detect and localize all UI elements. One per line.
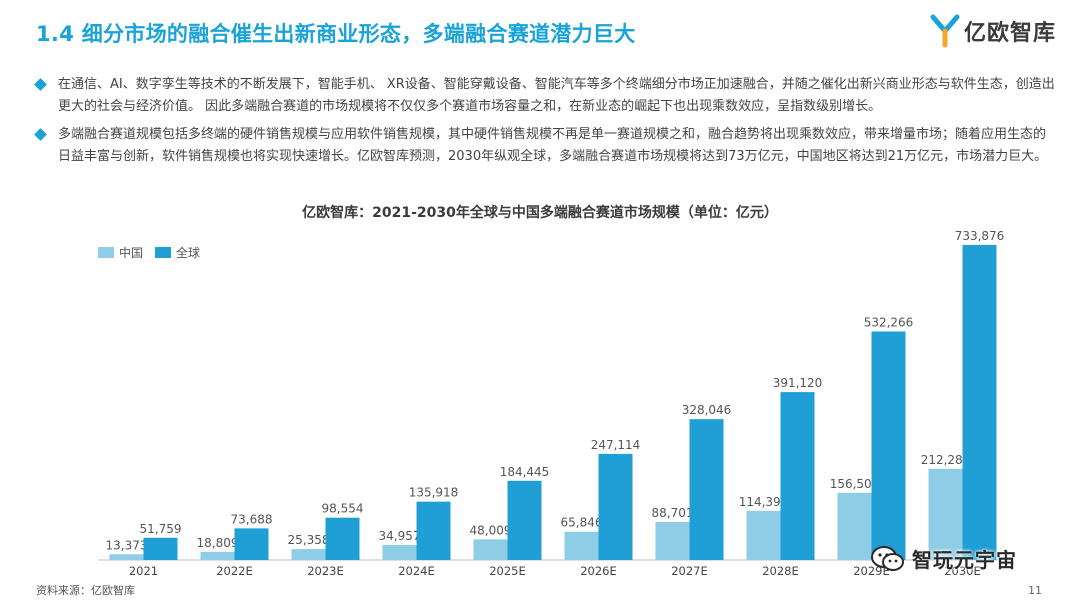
data-label-global: 247,114 (591, 438, 641, 452)
legend-label-global: 全球 (176, 246, 201, 260)
data-label-global: 184,445 (500, 465, 550, 479)
bullet-item: 在通信、AI、数字孪生等技术的不断发展下，智能手机、 XR设备、智能穿戴设备、智… (34, 74, 1056, 118)
x-tick-label: 2026E (580, 564, 617, 578)
source-note: 资料来源：亿欧智库 (36, 584, 135, 597)
bar-china (291, 549, 326, 560)
data-label-global: 391,120 (773, 376, 823, 390)
bar-global (689, 419, 724, 560)
bar-global (598, 453, 633, 560)
chart-legend: 中国 全球 (98, 244, 212, 261)
x-tick-label: 2025E (489, 564, 526, 578)
bar-global (871, 331, 906, 560)
data-label-global: 733,876 (955, 229, 1005, 243)
bar-global (507, 480, 542, 560)
bar-global (416, 501, 451, 560)
x-tick-label: 2023E (307, 564, 344, 578)
data-label-global: 532,266 (864, 315, 914, 329)
legend-swatch-china (98, 247, 114, 258)
bar-china (382, 544, 417, 560)
bullet-list: 在通信、AI、数字孪生等技术的不断发展下，智能手机、 XR设备、智能穿戴设备、智… (34, 74, 1056, 174)
data-label-china: 48,009 (470, 523, 512, 537)
x-tick-label: 2021 (129, 564, 158, 578)
bar-china (655, 521, 690, 560)
data-label-global: 73,688 (231, 512, 273, 526)
logo-text: 亿欧智库 (963, 21, 1056, 46)
bar-global (143, 537, 178, 560)
x-tick-label: 2029E (853, 564, 890, 578)
data-label-china: 156,509 (830, 477, 880, 491)
data-label-china: 13,373 (106, 538, 148, 552)
data-label-china: 18,809 (197, 536, 239, 550)
page-header: 1.4 细分市场的融合催生出新商业形态，多端融合赛道潜力巨大 亿欧智库 (0, 0, 1080, 62)
data-label-global: 328,046 (682, 403, 732, 417)
bar-global (234, 528, 269, 560)
bar-global (780, 392, 815, 560)
legend-item-global: 全球 (155, 244, 200, 261)
wechat-watermark: 智玩元宇宙 (870, 544, 1017, 573)
x-tick-label: 2027E (671, 564, 708, 578)
bar-china (200, 551, 235, 560)
data-label-global: 135,918 (409, 486, 459, 500)
legend-swatch-global (155, 247, 172, 258)
page-title: 1.4 细分市场的融合催生出新商业形态，多端融合赛道潜力巨大 (36, 22, 636, 46)
bar-china (109, 554, 144, 560)
x-tick-label: 2028E (762, 564, 799, 578)
data-label-china: 88,701 (652, 506, 694, 520)
x-tick-label: 2024E (398, 564, 435, 578)
legend-item-china: 中国 (98, 244, 143, 261)
data-label-global: 98,554 (322, 502, 364, 516)
bar-china (837, 492, 872, 560)
legend-label-china: 中国 (119, 246, 144, 260)
bullet-text: 在通信、AI、数字孪生等技术的不断发展下，智能手机、 XR设备、智能穿戴设备、智… (58, 77, 1055, 114)
wechat-account-name: 智玩元宇宙 (912, 548, 1017, 572)
data-label-china: 34,957 (379, 529, 421, 543)
data-label-china: 212,281 (921, 453, 971, 467)
logo-mark-icon (930, 14, 960, 48)
bullet-text: 多端融合赛道规模包括多终端的硬件销售规模与应用软件销售规模，其中硬件销售规模不再… (58, 127, 1048, 164)
chart-title: 亿欧智库：2021-2030年全球与中国多端融合赛道市场规模（单位：亿元） (302, 205, 778, 221)
bar-global (962, 244, 997, 560)
data-label-china: 65,846 (561, 516, 603, 530)
x-tick-label: 2022E (216, 564, 253, 578)
x-tick-label: 2030E (944, 564, 981, 578)
bar-global (325, 517, 360, 560)
data-label-china: 25,358 (288, 533, 330, 547)
brand-logo: 亿欧智库 (930, 14, 1056, 48)
data-label-china: 114,396 (739, 495, 789, 509)
bar-china (473, 539, 508, 560)
wechat-icon (871, 545, 904, 571)
bar-china (928, 468, 963, 560)
bar-china (564, 531, 599, 560)
data-label-global: 51,759 (140, 522, 182, 536)
bar-china (746, 510, 781, 560)
bullet-item: 多端融合赛道规模包括多终端的硬件销售规模与应用软件销售规模，其中硬件销售规模不再… (34, 124, 1056, 168)
page-number: 11 (1028, 584, 1042, 597)
